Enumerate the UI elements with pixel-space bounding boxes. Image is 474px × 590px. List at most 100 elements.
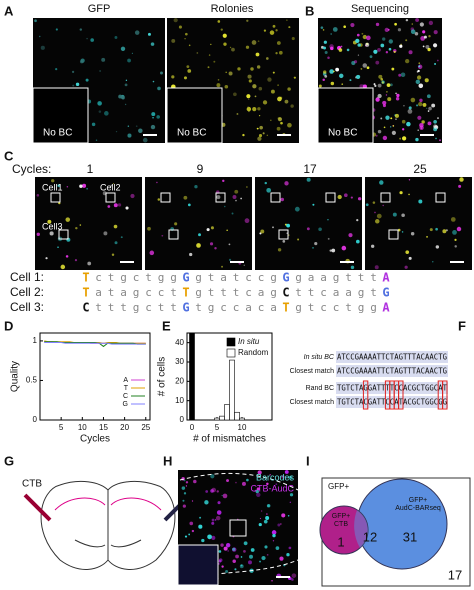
speckle xyxy=(210,226,214,230)
panel-label: C xyxy=(4,148,14,163)
base-call: a xyxy=(95,286,102,299)
speckle xyxy=(130,193,135,199)
speckle xyxy=(174,222,178,226)
speckle xyxy=(250,67,254,71)
y-tick-label: 0 xyxy=(180,415,185,424)
speckle xyxy=(389,83,393,87)
speckle xyxy=(272,533,276,538)
y-axis-label: # of cells xyxy=(157,357,168,396)
speckle xyxy=(418,62,421,64)
speckle xyxy=(377,93,382,99)
speckle xyxy=(36,194,40,197)
speckle xyxy=(327,56,330,60)
speckle xyxy=(266,553,269,556)
speckle xyxy=(400,72,406,78)
speckle xyxy=(262,132,265,135)
speckle xyxy=(402,136,407,141)
speckle xyxy=(173,18,178,23)
speckle xyxy=(437,117,439,120)
speckle xyxy=(356,239,360,244)
speckle xyxy=(209,242,214,246)
speckle xyxy=(240,564,243,567)
base-call: G xyxy=(182,271,189,285)
base-call: t xyxy=(220,286,227,299)
speckle xyxy=(375,134,378,137)
histogram-bar xyxy=(234,411,240,421)
x-tick-label: 10 xyxy=(78,423,87,432)
speckle xyxy=(362,63,368,68)
speckle xyxy=(394,22,397,26)
speckle xyxy=(247,74,252,79)
speckle xyxy=(246,186,248,188)
brain-schematic xyxy=(23,480,192,570)
speckle xyxy=(408,256,412,260)
base-call: t xyxy=(170,301,177,314)
legend-label: G xyxy=(123,401,128,408)
speckle xyxy=(378,74,383,79)
speckle xyxy=(291,573,297,578)
base-call: a xyxy=(258,286,265,299)
speckle xyxy=(284,470,289,474)
speckle xyxy=(134,30,140,35)
speckle xyxy=(375,22,380,27)
speckle xyxy=(387,97,392,102)
base-call: g xyxy=(158,271,165,284)
speckle xyxy=(221,265,223,268)
speckle xyxy=(277,96,282,102)
speckle xyxy=(439,139,441,142)
speckle xyxy=(366,35,371,41)
speckle xyxy=(233,92,237,97)
speckle xyxy=(38,35,41,38)
speckle xyxy=(193,479,197,484)
speckle xyxy=(185,481,189,484)
speckle xyxy=(377,129,382,134)
base-call: t xyxy=(145,271,152,284)
speckle xyxy=(226,479,230,483)
speckle xyxy=(254,490,257,492)
speckle xyxy=(355,38,360,44)
speckle xyxy=(312,247,314,249)
speckle xyxy=(410,232,415,236)
speckle xyxy=(423,35,427,39)
speckle xyxy=(85,78,89,82)
speckle xyxy=(382,100,387,105)
base-call: t xyxy=(108,286,115,299)
speckle xyxy=(75,226,78,230)
speckle xyxy=(157,86,161,91)
speckle xyxy=(103,231,108,236)
panel-label: H xyxy=(163,453,172,468)
speckle xyxy=(259,517,262,520)
speckle xyxy=(395,97,400,101)
speckle xyxy=(330,81,335,86)
speckle xyxy=(171,38,176,43)
image-title: GFP xyxy=(88,3,111,15)
sequence-label: Closest match xyxy=(290,399,334,406)
venn-count: 12 xyxy=(363,529,377,544)
speckle xyxy=(225,71,227,74)
speckle xyxy=(284,99,289,104)
speckle xyxy=(380,78,384,81)
cell-row-label: Cell 1: xyxy=(10,270,44,284)
panel-label: E xyxy=(162,318,171,333)
legend-label: A xyxy=(123,377,128,384)
speckle xyxy=(417,69,420,73)
venn-overlap xyxy=(354,510,368,548)
speckle xyxy=(57,246,59,248)
speckle xyxy=(278,50,283,55)
speckle xyxy=(386,91,388,93)
speckle xyxy=(79,28,83,31)
speckle xyxy=(459,177,464,182)
speckle xyxy=(118,94,123,99)
speckle xyxy=(416,104,419,107)
speckle xyxy=(218,559,222,563)
cell-box xyxy=(215,192,226,203)
base-call: t xyxy=(208,286,215,299)
speckle xyxy=(248,560,252,565)
histogram-bar xyxy=(214,417,220,421)
speckle xyxy=(422,30,426,34)
speckle xyxy=(276,126,281,131)
speckle xyxy=(329,44,334,49)
panel-label: D xyxy=(4,318,13,333)
speckle xyxy=(256,65,261,69)
